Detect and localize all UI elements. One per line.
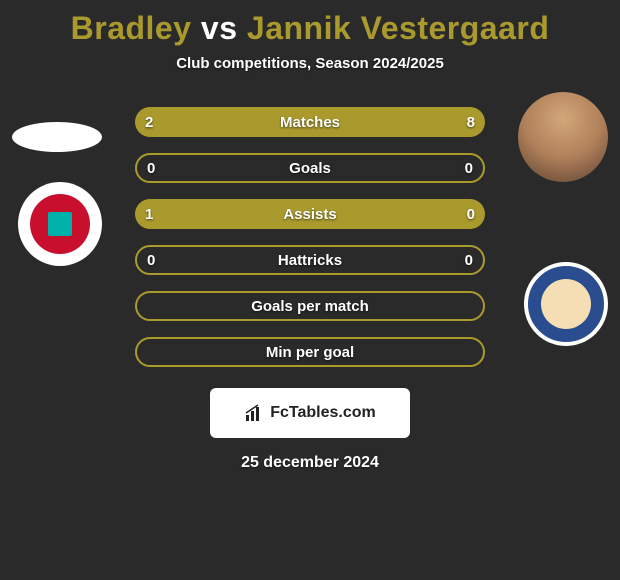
stat-label: Hattricks: [278, 252, 342, 269]
stat-label: Min per goal: [266, 344, 354, 361]
stat-value-right: 0: [465, 160, 473, 177]
avatar-placeholder-icon: [12, 122, 102, 152]
subtitle: Club competitions, Season 2024/2025: [0, 55, 620, 72]
player1-club-badge: [18, 182, 102, 266]
title-vs: vs: [201, 10, 238, 46]
bar-right-fill: [205, 107, 485, 137]
player2-avatar: [518, 92, 608, 182]
avatar-photo-icon: [518, 92, 608, 182]
player1-avatar: [12, 92, 102, 182]
footer-date: 25 december 2024: [0, 454, 620, 472]
stat-row: Goals per match: [135, 291, 485, 321]
stat-value-left: 0: [147, 160, 155, 177]
player2-club-badge: [524, 262, 608, 346]
stat-value-left: 0: [147, 252, 155, 269]
stat-label: Assists: [283, 206, 336, 223]
stat-row: 0 Goals 0: [135, 153, 485, 183]
title-player2: Jannik Vestergaard: [247, 10, 549, 46]
stat-row: Min per goal: [135, 337, 485, 367]
stats-bars: 2 Matches 8 0 Goals 0 1 Assists 0 0 Hattricks 0 Goal…: [135, 102, 485, 367]
title-player1: Bradley: [71, 10, 192, 46]
stats-area: 2 Matches 8 0 Goals 0 1 Assists 0 0 Hattricks 0 Goal…: [0, 102, 620, 382]
stat-row: 1 Assists 0: [135, 199, 485, 229]
stat-value-right: 0: [467, 206, 475, 223]
stat-label: Matches: [280, 114, 340, 131]
footer-logo-text: FcTables.com: [270, 404, 376, 422]
stat-row: 2 Matches 8: [135, 107, 485, 137]
stat-label: Goals: [289, 160, 331, 177]
stat-row: 0 Hattricks 0: [135, 245, 485, 275]
stat-value-left: 1: [145, 206, 153, 223]
stat-value-right: 8: [467, 114, 475, 131]
chart-icon: [244, 403, 264, 423]
stat-value-right: 0: [465, 252, 473, 269]
footer-logo: FcTables.com: [210, 388, 410, 438]
page-title: Bradley vs Jannik Vestergaard: [0, 0, 620, 47]
stat-value-left: 2: [145, 114, 153, 131]
leicester-badge-icon: [541, 279, 591, 329]
liverpool-badge-icon: [30, 194, 90, 254]
stat-label: Goals per match: [251, 298, 369, 315]
